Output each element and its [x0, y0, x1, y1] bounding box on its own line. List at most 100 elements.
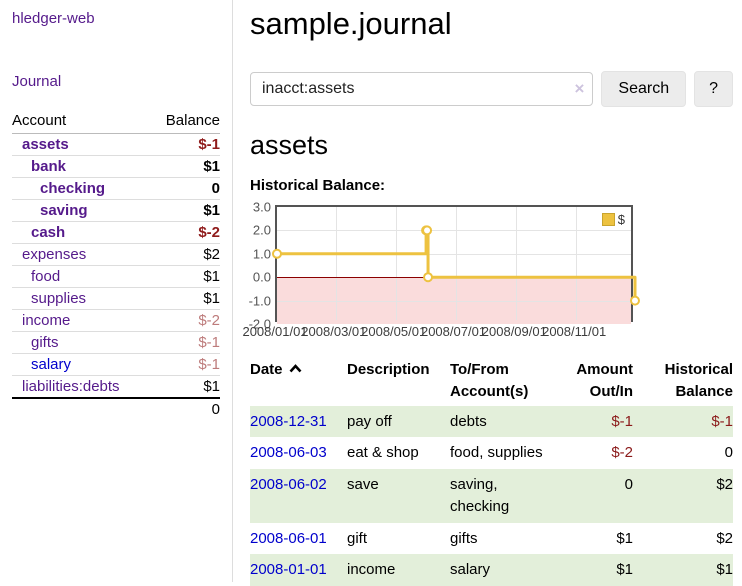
account-link-checking[interactable]: checking [40, 180, 106, 197]
y-tick-label: -2.0 [248, 316, 271, 332]
data-point-marker [272, 248, 282, 259]
account-row: liabilities:debts $1 [12, 375, 220, 399]
data-point-marker [422, 225, 433, 236]
account-balance: $2 [150, 243, 220, 266]
transaction-description: gift [347, 529, 368, 547]
transaction-running-balance: $-1 [711, 412, 733, 430]
account-row: assets $-1 [12, 133, 220, 156]
x-tick-label: 2008/05/01 [361, 324, 427, 339]
y-tick-label: -1.0 [248, 293, 271, 309]
chart-x-axis: 2008/01/01 2008/03/01 2008/05/01 2008/07/01… [242, 322, 633, 341]
account-link-assets[interactable]: assets [22, 136, 69, 153]
transaction-accounts: debts [450, 412, 487, 430]
balance-column-header: Balance [150, 110, 220, 134]
account-balance: $-1 [150, 353, 220, 376]
sort-ascending-icon [289, 364, 301, 373]
account-row: expenses $2 [12, 243, 220, 266]
transaction-accounts: gifts [450, 529, 478, 547]
account-row: food $1 [12, 265, 220, 288]
historical-balance-column-header: Historical Balance [664, 361, 733, 400]
transaction-date-link[interactable]: 2008-06-03 [250, 444, 327, 462]
gridline [335, 207, 337, 320]
accounts-table: Account Balance assets $-1 bank $1 checking 0… [12, 110, 220, 420]
account-link-salary[interactable]: salary [31, 356, 72, 373]
register-row: 2008-06-01 gift gifts $1 $2 [250, 523, 733, 555]
gridline [395, 207, 397, 320]
chart-plot-area: $ [272, 205, 640, 324]
x-tick-label: 2008/07/01 [420, 324, 487, 339]
x-tick-label: 2008/09/01 [481, 324, 547, 339]
accounts-column-header-register: To/From Account(s) [450, 361, 529, 400]
transaction-amount: 0 [624, 476, 633, 493]
search-form: × Search ? [250, 71, 733, 107]
help-button[interactable]: ? [694, 71, 733, 107]
y-tick-label: 3.0 [252, 199, 271, 215]
account-row: cash $-2 [12, 221, 220, 244]
account-link-liabilities-debts[interactable]: liabilities:debts [22, 378, 120, 395]
date-column-header[interactable]: Date [250, 356, 347, 406]
account-row: gifts $-1 [12, 331, 220, 354]
transaction-running-balance: 0 [724, 444, 733, 462]
account-row: saving $1 [12, 199, 220, 222]
transaction-amount: $1 [616, 529, 633, 547]
chart-title: Historical Balance: [250, 177, 386, 194]
gridline [576, 207, 578, 320]
register-row: 2008-06-03 eat & shop food, supplies $-2 0 [250, 437, 733, 469]
gridline [455, 207, 457, 320]
gridline [516, 207, 518, 320]
account-balance: $1 [150, 287, 220, 310]
account-balance: 0 [150, 177, 220, 200]
account-link-supplies[interactable]: supplies [31, 290, 87, 307]
clear-search-icon[interactable]: × [574, 78, 585, 98]
search-button[interactable]: Search [601, 71, 687, 107]
accounts-total-value: 0 [150, 397, 220, 420]
account-link-bank[interactable]: bank [31, 158, 67, 175]
register-row: 2008-01-01 income salary $1 $1 [250, 554, 733, 586]
main-content: sample.journal × Search ? assets Histori… [233, 0, 742, 586]
amount-column-header: Amount Out/In [576, 361, 633, 400]
transaction-running-balance: $2 [716, 529, 733, 547]
transaction-accounts: saving, checking [450, 476, 510, 515]
transaction-amount: $1 [616, 561, 633, 579]
gridline [277, 300, 631, 302]
account-balance: $-1 [150, 331, 220, 354]
account-link-expenses[interactable]: expenses [22, 246, 87, 263]
chart-legend: $ [601, 212, 625, 227]
transaction-running-balance: $2 [716, 476, 733, 493]
legend-label: $ [617, 212, 625, 227]
account-link-saving[interactable]: saving [40, 202, 88, 219]
transaction-accounts: salary [450, 561, 491, 579]
app-title-link[interactable]: hledger-web [12, 10, 95, 27]
search-input[interactable] [250, 72, 594, 106]
transaction-date-link[interactable]: 2008-12-31 [250, 412, 327, 430]
search-box: × [250, 72, 594, 106]
sidebar: hledger-web Journal Account Balance asse… [0, 0, 233, 582]
accounts-column-header: Account [12, 110, 151, 134]
sidebar-item-journal[interactable]: Journal [12, 73, 62, 90]
legend-swatch [601, 213, 615, 226]
gridline [277, 230, 631, 232]
register-table: Date Description To/From Account(s) Amou… [250, 356, 733, 586]
x-tick-label: 2008/11/01 [542, 324, 607, 339]
account-row: salary $-1 [12, 353, 220, 376]
account-link-gifts[interactable]: gifts [31, 334, 59, 351]
account-link-income[interactable]: income [22, 312, 71, 329]
transaction-date-link[interactable]: 2008-06-02 [250, 476, 327, 493]
transaction-amount: $-2 [611, 444, 633, 462]
balance-chart: 3.0 2.0 1.0 0.0 -1.0 -2.0 $ [249, 200, 733, 332]
gridline [277, 253, 631, 255]
transaction-date-link[interactable]: 2008-01-01 [250, 561, 327, 579]
account-link-food[interactable]: food [31, 268, 61, 285]
y-tick-label: 0.0 [252, 269, 271, 285]
chart-y-axis: 3.0 2.0 1.0 0.0 -1.0 -2.0 [248, 200, 271, 332]
transaction-date-link[interactable]: 2008-06-01 [250, 529, 327, 547]
line-series [272, 225, 640, 306]
total-spacer [12, 397, 151, 420]
account-balance: $-1 [150, 133, 220, 156]
account-heading: assets [250, 130, 329, 160]
account-balance: $1 [150, 265, 220, 288]
transaction-description: eat & shop [347, 444, 419, 462]
account-link-cash[interactable]: cash [31, 224, 66, 241]
data-point-marker [423, 272, 434, 283]
transaction-description: income [347, 561, 396, 579]
